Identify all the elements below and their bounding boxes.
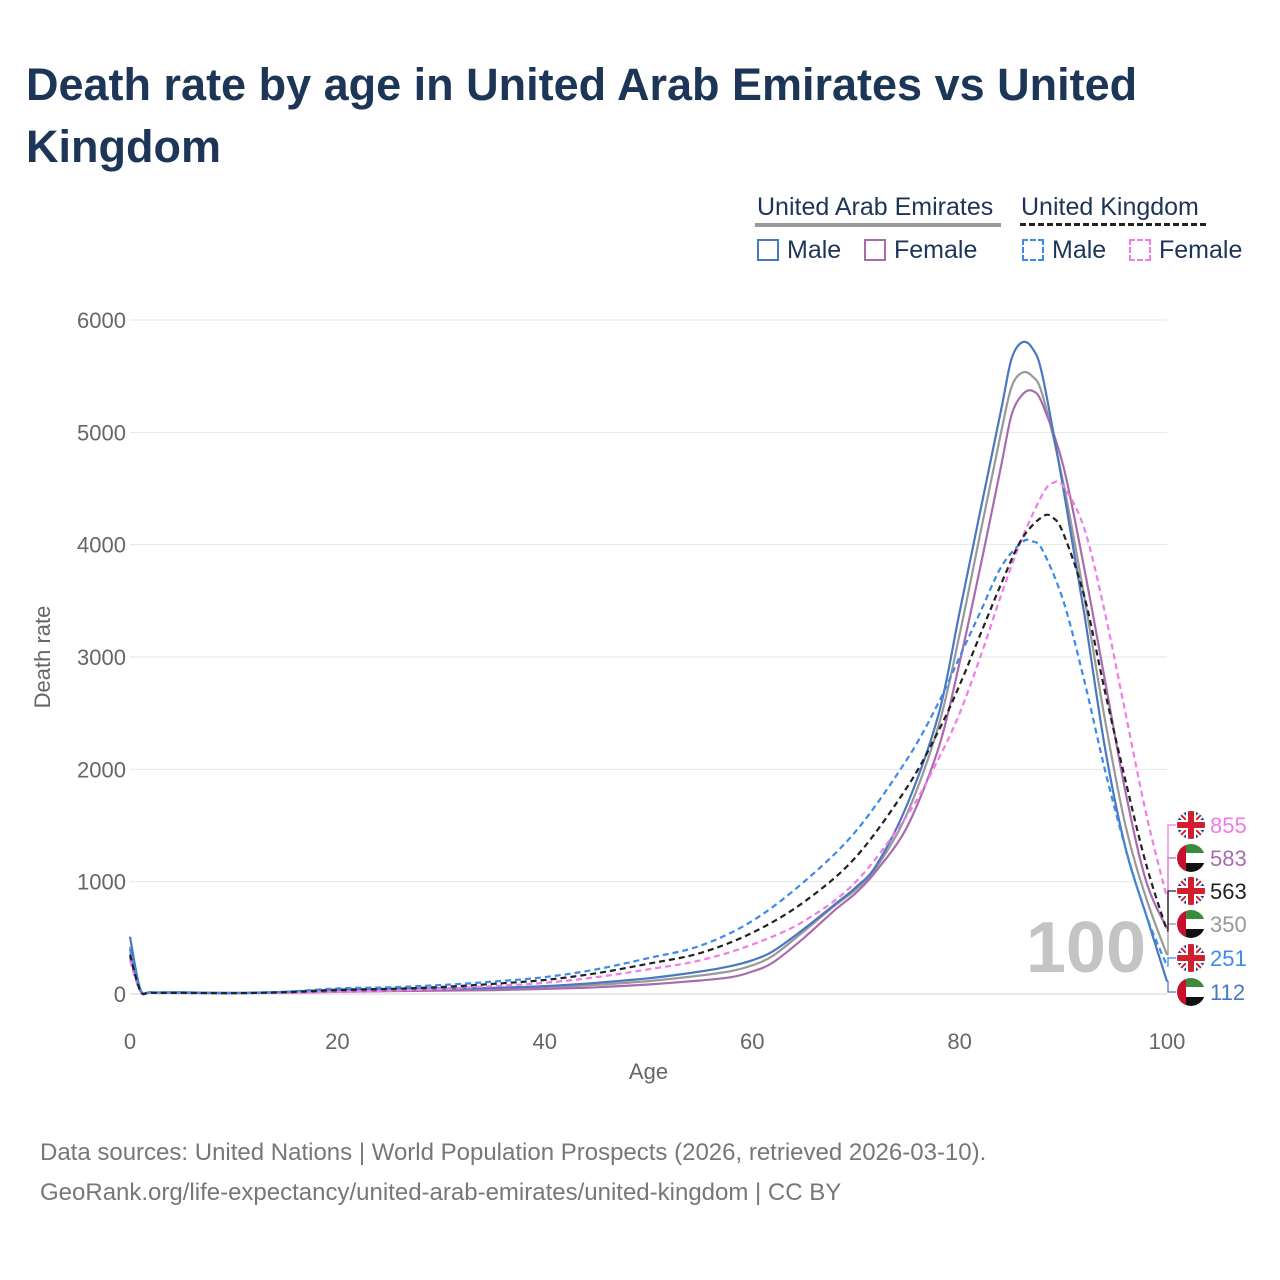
uae-flag [1177,844,1205,872]
legend-swatch [1022,239,1044,261]
uae-flag [1177,910,1205,938]
end-value-label: 112 [1210,980,1245,1005]
legend-swatch [864,239,886,261]
footer-attribution[interactable]: GeoRank.org/life-expectancy/united-arab-… [40,1179,842,1206]
end-label-connector [1167,824,1176,899]
x-axis-title: Age [629,1059,668,1084]
end-label-connector [1167,980,1176,993]
legend-group-uae-line [755,223,1001,227]
legend-label: Male [1052,235,1107,264]
y-tick-label: 1000 [77,870,126,895]
y-tick-label: 3000 [77,645,126,670]
uae-flag [1177,978,1205,1006]
legend-item-uae-male[interactable]: Male [757,236,841,264]
current-age-label: 100 [1026,908,1146,988]
united-kingdom-flag [1177,877,1205,905]
footer-sources: Data sources: United Nations | World Pop… [40,1139,987,1166]
x-tick-label: 0 [124,1029,136,1054]
series-line-united-kingdom-male [128,538,1169,996]
series-line-united-arab-emirates-female [128,389,1169,995]
united-kingdom-flag [1177,811,1205,839]
end-value-label: 583 [1210,846,1247,871]
legend-swatch [757,239,779,261]
legend-swatch [1129,239,1151,261]
legend-label: Female [1159,235,1243,264]
x-tick-label: 40 [533,1029,557,1054]
end-value-label: 563 [1210,879,1247,904]
chart-title: Death rate by age in United Arab Emirate… [26,59,1138,172]
series-line-united-arab-emirates-total [128,370,1169,995]
end-value-label: 251 [1210,946,1247,971]
x-tick-label: 100 [1149,1029,1186,1054]
y-tick-label: 5000 [77,420,126,445]
legend-label: Male [787,235,842,264]
end-value-label: 350 [1210,912,1247,937]
x-tick-label: 20 [325,1029,349,1054]
legend-label: Female [894,235,978,264]
end-value-label: 855 [1210,813,1247,838]
series-line-united-kingdom-total [128,513,1169,996]
y-tick-label: 0 [114,982,126,1007]
end-label-connector [1167,957,1176,967]
y-axis-title: Death rate [30,606,55,709]
y-tick-label: 4000 [77,533,126,558]
legend-group-uk: United Kingdom [1021,193,1199,221]
end-label-connector [1167,890,1176,932]
legend-group-uk-line [1020,223,1206,226]
x-tick-label: 80 [947,1029,971,1054]
legend-group-uae: United Arab Emirates [757,193,994,221]
legend-item-uae-female[interactable]: Female [864,236,977,264]
united-kingdom-flag [1177,944,1205,972]
series-line-united-arab-emirates-male [128,340,1169,996]
x-tick-label: 60 [740,1029,764,1054]
legend-item-uk-female[interactable]: Female [1129,236,1242,264]
series-line-united-kingdom-female [128,480,1169,996]
end-label-connector [1167,923,1176,956]
y-tick-label: 6000 [77,308,126,333]
y-tick-label: 2000 [77,757,126,782]
legend-item-uk-male[interactable]: Male [1022,236,1106,264]
